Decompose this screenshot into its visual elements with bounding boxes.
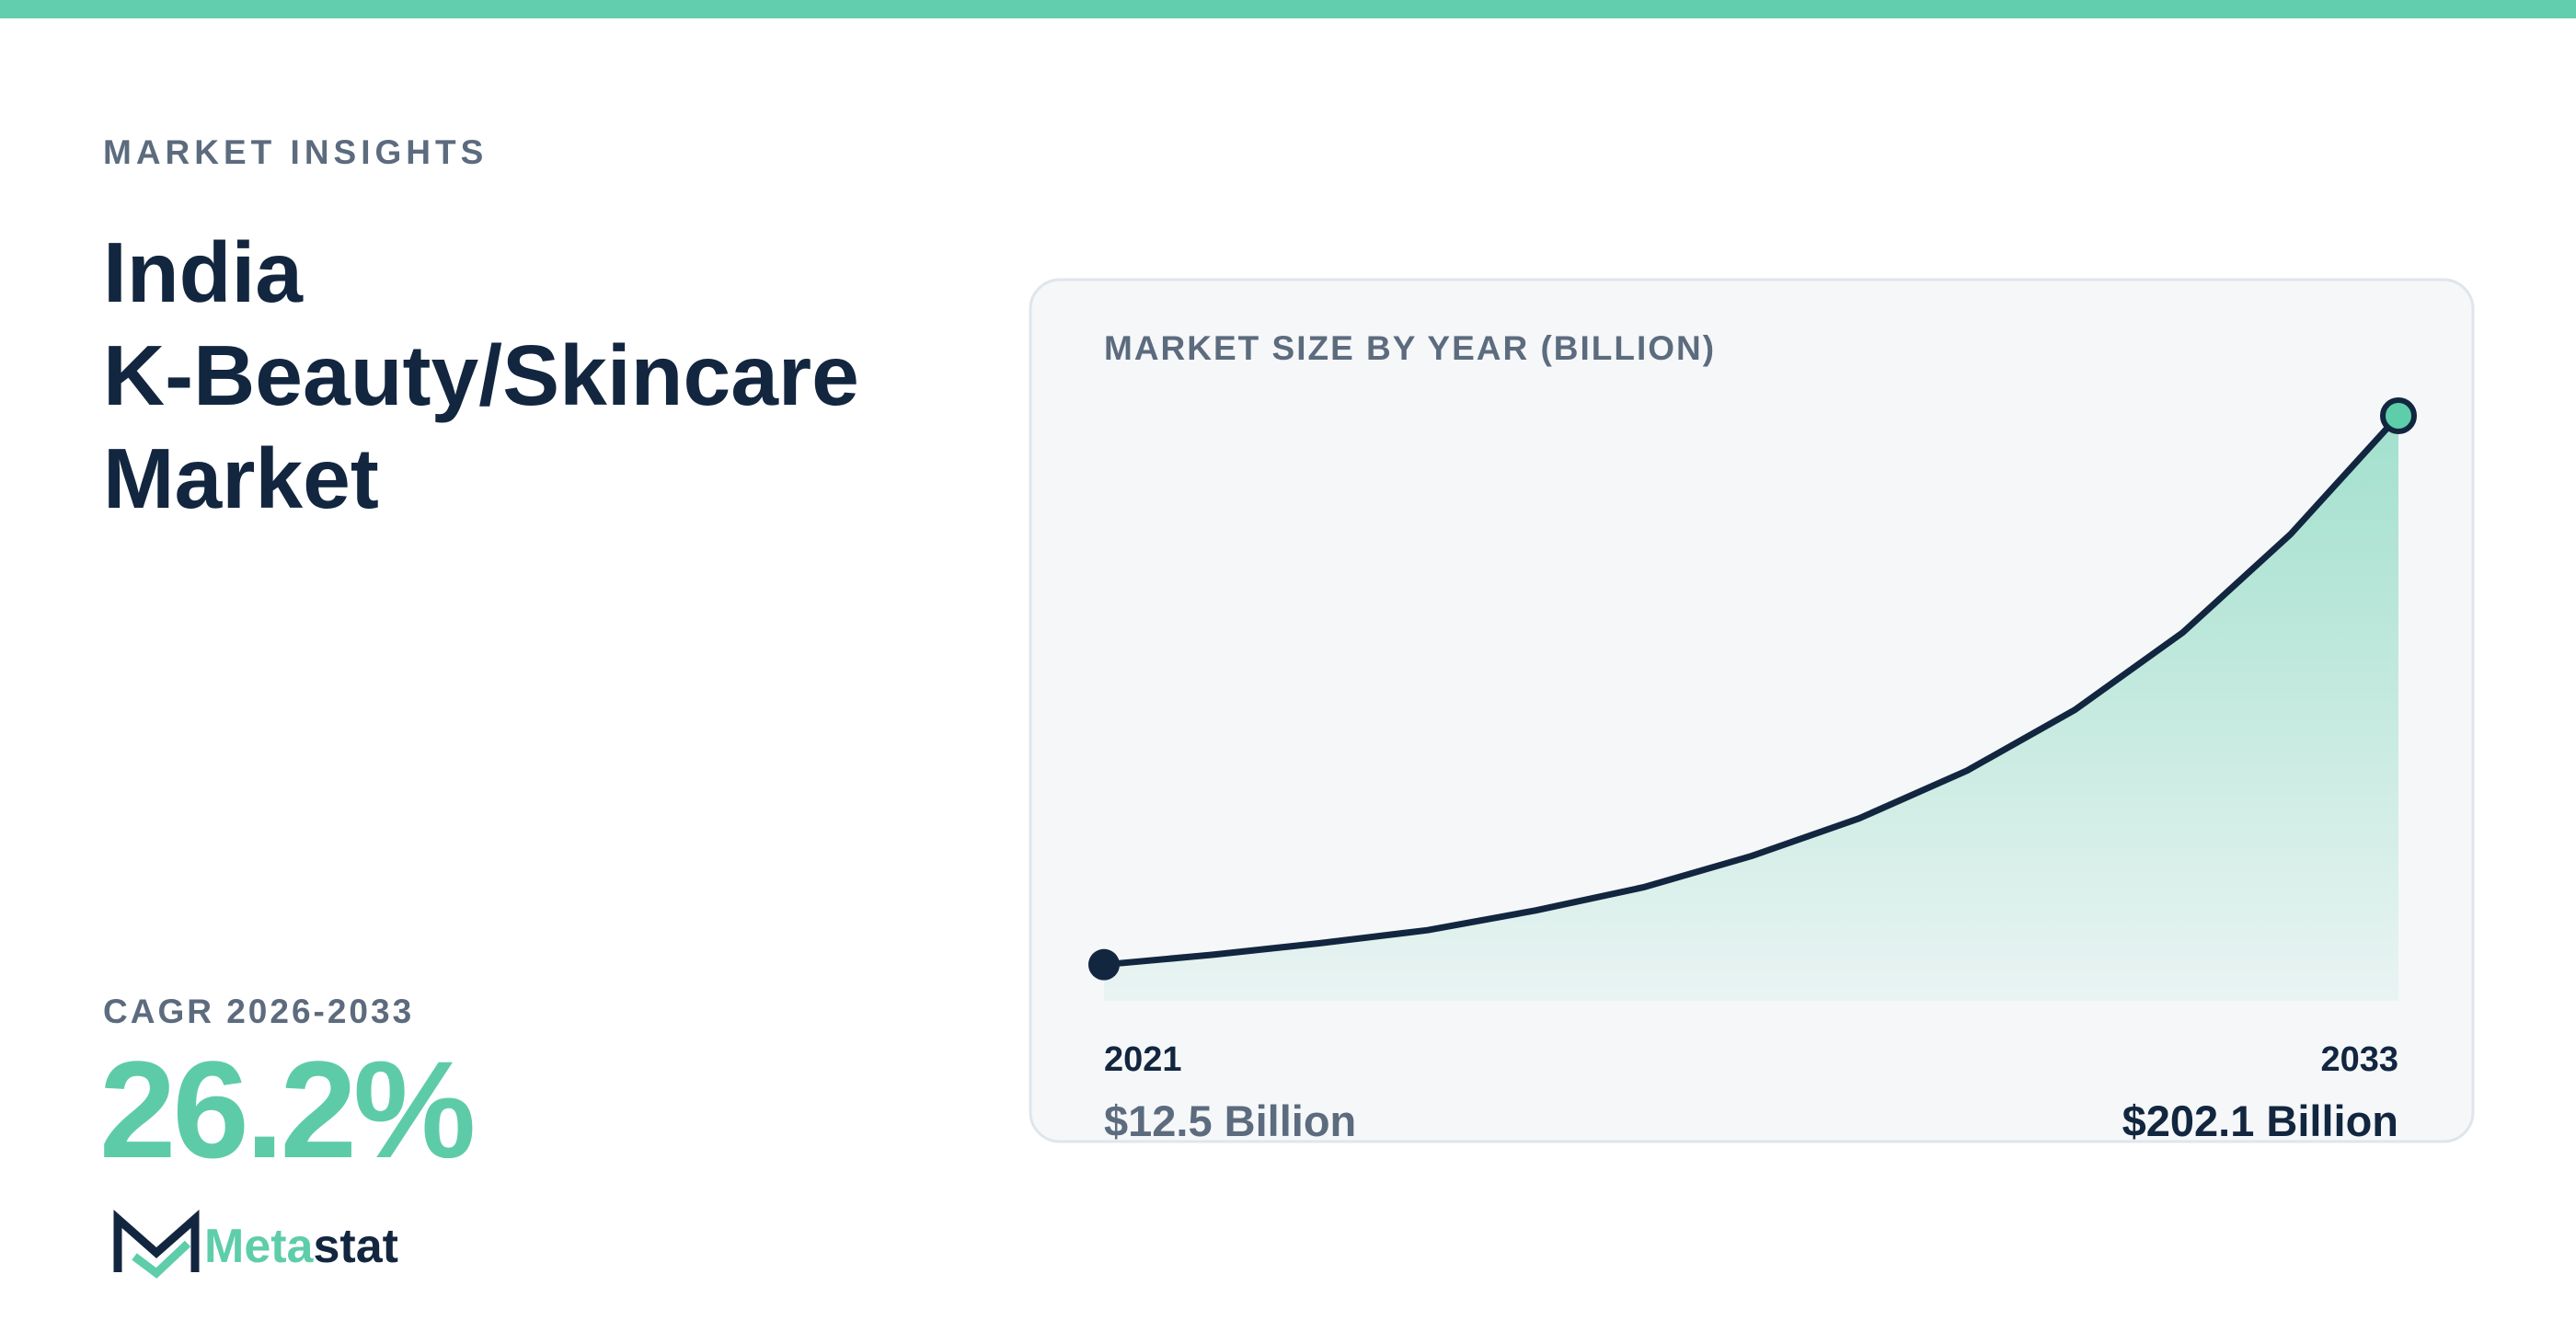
x-label: 2021 [1104,1040,1182,1079]
logo-text: Metastat [204,1220,398,1273]
logo-part: stat [313,1220,397,1273]
value-label: $202.1 Billion [2122,1096,2398,1145]
title-line: K-Beauty/Skincare [103,327,859,423]
start-point [1088,948,1120,981]
plot: 2021 2033 $12.5 Billion $202.1 Billion [1088,397,2417,1145]
title-line: India [103,224,304,320]
x-label: 2033 [2320,1040,2398,1079]
end-point [2380,397,2417,434]
logo-mark-accent [132,1240,191,1279]
logo: Metastat [113,1210,398,1279]
logo-part: Meta [204,1220,315,1273]
cagr-label: CAGR 2026-2033 [103,993,414,1030]
line [1103,413,2401,969]
eyebrow: MARKET INSIGHTS [103,133,488,171]
top-bar [0,0,2576,18]
value-label: $12.5 Billion [1104,1096,1356,1145]
area [1104,416,2398,1001]
title-line: Market [103,430,379,526]
logo-mark [113,1210,200,1272]
cagr-value: 26.2% [99,1032,473,1187]
chart-title: MARKET SIZE BY YEAR (BILLION) [1104,329,1716,367]
